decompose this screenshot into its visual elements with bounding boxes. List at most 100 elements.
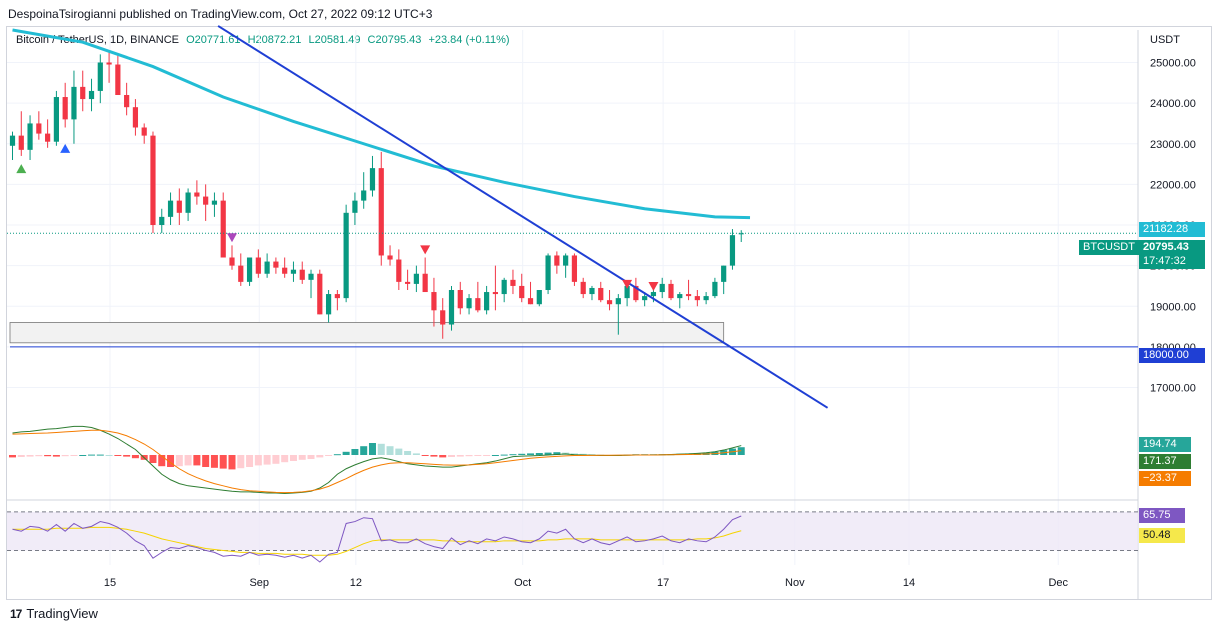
candle-body [53, 97, 59, 142]
macd-hist-bar [412, 453, 420, 455]
legend-header: Bitcoin / TetherUS, 1D, BINANCE O20771.6… [16, 34, 514, 46]
candle-body [712, 281, 718, 297]
candle-body [211, 200, 218, 205]
macd-hist-bar [395, 448, 403, 455]
macd-hist-bar [377, 443, 385, 455]
macd-hist-bar [368, 443, 376, 455]
macd-hist-bar [316, 455, 324, 458]
macd-hist-bar [386, 446, 394, 455]
macd-hist-bar [535, 453, 543, 455]
candle-body [282, 267, 288, 274]
macd-hist-bar [123, 455, 131, 457]
candle-body [729, 235, 736, 266]
macd-hist-bar [158, 455, 166, 467]
candle-body [466, 298, 472, 309]
macd-hist-bar [483, 455, 491, 456]
macd-hist-bar [114, 455, 122, 456]
candle-body [308, 273, 314, 280]
candle-body [325, 294, 332, 315]
macd-hist-bar [9, 455, 16, 458]
macd-hist-bar [149, 455, 157, 463]
support-zone [9, 322, 725, 344]
trendline [217, 25, 829, 409]
open-value: O20771.61 [186, 34, 241, 46]
y-tick-label: 25000.00 [1150, 58, 1196, 70]
candle-body [97, 62, 103, 91]
signal-down-icon [648, 281, 659, 291]
candle-body [721, 265, 727, 282]
candle-body [185, 192, 191, 213]
signal-up-icon [60, 143, 71, 153]
candle-body [589, 287, 595, 295]
macd-hist-bar [439, 455, 447, 458]
candle-body [694, 296, 700, 301]
moving-average-line [12, 28, 751, 220]
macd-hist-bar [35, 455, 43, 457]
macd-hist-bar [254, 455, 262, 466]
candle-body [413, 273, 419, 284]
macd-signal-line [12, 429, 742, 494]
change-value: +23.84 (+0.11%) [428, 34, 510, 46]
candle-body [106, 62, 112, 65]
low-value: L20581.49 [308, 34, 361, 46]
candle-body [677, 294, 683, 299]
rsi-ma-tag: 50.48 [1139, 528, 1185, 543]
macd-hist-bar [263, 455, 271, 465]
high-value: H20872.21 [247, 34, 302, 46]
candle-body [563, 255, 569, 266]
candle-body [659, 283, 665, 293]
countdown-tag: 17:47:32 [1139, 254, 1205, 269]
candle-body [431, 292, 437, 311]
macd-hist-bar [281, 455, 289, 463]
candle-body [317, 273, 323, 315]
macd-hist-bar [88, 454, 96, 456]
x-tick-label: Dec [1048, 577, 1068, 589]
macd-hist-bar [61, 455, 69, 457]
macd-neg-tag: −23.37 [1139, 471, 1191, 486]
candle-body [343, 212, 349, 299]
last-price-tag: 20795.43 [1139, 240, 1205, 255]
candle-body [536, 290, 542, 305]
candle-body [527, 298, 534, 305]
candle-body [624, 285, 630, 299]
candle-body [299, 269, 305, 280]
brand[interactable]: 17 TradingView [10, 606, 98, 621]
macd-hist-bar [448, 455, 455, 457]
brand-name: TradingView [26, 606, 98, 621]
candle-body [519, 285, 525, 299]
candle-body [448, 290, 455, 325]
macd-hist-bar [131, 455, 139, 459]
rsi-tag: 65.75 [1139, 508, 1185, 523]
macd-hist-bar [44, 455, 52, 457]
macd-hist-bar [17, 455, 25, 457]
macd-hist-bar [553, 452, 561, 455]
macd-hist-bar [430, 455, 438, 457]
macd-hist-bar [96, 454, 104, 456]
macd-hist-bar [325, 455, 333, 456]
signal-up-icon [16, 164, 27, 174]
x-tick-label: 14 [903, 577, 915, 589]
macd-hist-bar [351, 449, 359, 455]
macd-hist-bar [544, 452, 552, 455]
candle-body [668, 283, 674, 299]
candle-body [9, 135, 16, 146]
candle-body [150, 135, 156, 225]
ma-value-tag: 21182.28 [1139, 222, 1205, 237]
macd-hist-bar [298, 455, 306, 460]
candle-body [238, 265, 244, 282]
candle-body [45, 133, 51, 142]
macd-hist-bar [737, 447, 745, 455]
macd-hist-bar [167, 455, 175, 467]
x-tick-label: Oct [514, 577, 531, 589]
candle-body [132, 107, 139, 128]
candle-body [124, 95, 130, 108]
macd-hist-bar [456, 455, 464, 457]
macd-hist-bar [246, 455, 254, 467]
macd-hist-bar [474, 455, 482, 456]
candle-body [176, 200, 182, 213]
signal-down-icon [227, 233, 237, 243]
macd-hist-bar [579, 453, 587, 455]
candle-body [273, 261, 279, 268]
y-tick-label: 23000.00 [1150, 139, 1196, 151]
